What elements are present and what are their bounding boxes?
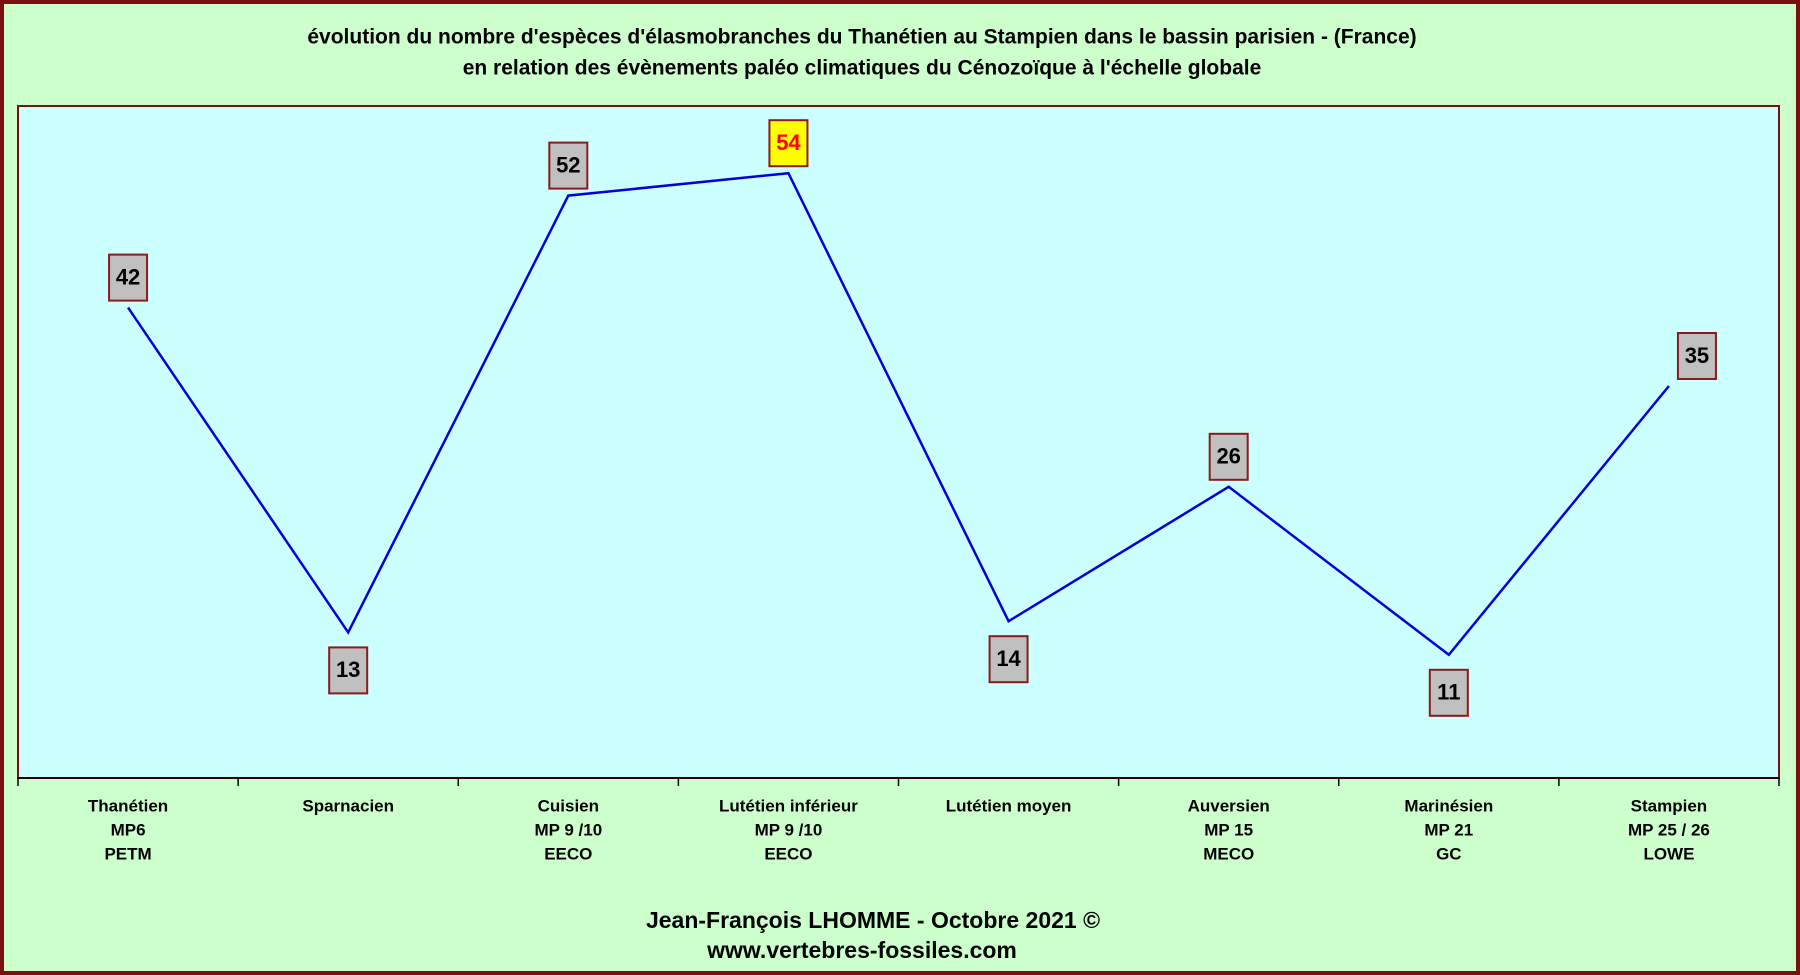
data-label-box xyxy=(1208,432,1249,481)
data-label: 14 xyxy=(996,646,1021,671)
chart-title: en relation des évènements paléo climati… xyxy=(463,57,1262,80)
x-tick-label: Thanétien xyxy=(88,796,168,815)
x-tick-label: GC xyxy=(1436,844,1462,863)
x-tick-label: Marinésien xyxy=(1404,796,1493,815)
data-label: 52 xyxy=(556,152,580,177)
x-tick-label: MECO xyxy=(1203,844,1254,863)
x-tick-label: Stampien xyxy=(1631,796,1708,815)
x-tick-label: Auversien xyxy=(1188,796,1270,815)
footer-author: Jean-François LHOMME - Octobre 2021 © xyxy=(646,907,1100,933)
x-tick-label: MP 15 xyxy=(1204,820,1253,839)
data-label: 13 xyxy=(336,657,360,682)
data-label: 42 xyxy=(116,264,140,289)
x-tick-label: MP 9 /10 xyxy=(534,820,602,839)
x-tick-label: Sparnacien xyxy=(302,796,394,815)
x-tick-label: MP6 xyxy=(111,820,146,839)
data-label: 26 xyxy=(1216,444,1240,469)
x-tick-label: EECO xyxy=(764,844,812,863)
data-label-box xyxy=(768,119,809,168)
x-tick-label: EECO xyxy=(544,844,592,863)
x-tick-label: MP 21 xyxy=(1424,820,1473,839)
data-label: 35 xyxy=(1685,343,1709,368)
x-tick-label: LOWE xyxy=(1643,844,1694,863)
data-label-box xyxy=(1428,668,1469,717)
x-tick-label: MP 25 / 26 xyxy=(1628,820,1710,839)
data-label: 11 xyxy=(1437,680,1460,705)
plot-area xyxy=(17,105,1780,779)
x-tick-label: MP 9 /10 xyxy=(755,820,823,839)
x-tick-label: Cuisien xyxy=(538,796,599,815)
data-label-box xyxy=(548,141,589,190)
data-label-box xyxy=(328,646,369,695)
x-tick-label: PETM xyxy=(104,844,151,863)
chart-title: évolution du nombre d'espèces d'élasmobr… xyxy=(307,26,1416,49)
data-label-box xyxy=(1676,332,1717,380)
footer-website: www.vertebres-fossiles.com xyxy=(706,937,1017,963)
data-label-box xyxy=(988,635,1029,684)
data-label-box xyxy=(108,253,149,302)
data-line xyxy=(127,171,1670,657)
data-label: 54 xyxy=(776,130,801,155)
x-tick-label: Lutétien moyen xyxy=(946,796,1072,815)
x-tick-label: Lutétien inférieur xyxy=(719,796,858,815)
